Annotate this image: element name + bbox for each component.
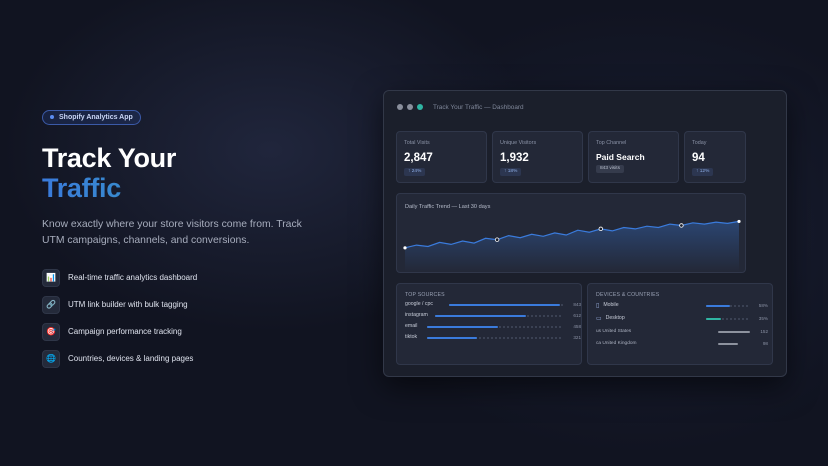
desktop-icon: ▭ <box>596 315 602 322</box>
trend-point[interactable] <box>679 223 684 228</box>
country-label: us United States <box>596 328 632 334</box>
trend-endpoint <box>737 219 741 224</box>
feature-label: Campaign performance tracking <box>68 327 182 336</box>
source-bar-fill <box>427 325 499 328</box>
hero-title-line2: Traffic <box>42 173 372 203</box>
device-bar-fill <box>706 317 721 320</box>
stat-value: 94 <box>692 152 705 164</box>
source-value: 612 <box>573 313 581 318</box>
feature-label: Real-time traffic analytics dashboard <box>68 273 198 282</box>
source-label: google / cpc <box>405 301 433 307</box>
window-title: Track Your Traffic — Dashboard <box>433 103 524 111</box>
country-bar-fill <box>718 330 750 333</box>
device-label: Mobile <box>603 302 619 308</box>
source-label: email <box>405 323 418 329</box>
stat-card-top-channel[interactable]: Top Channel Paid Search 843 visits <box>588 131 679 183</box>
window-close-dot[interactable] <box>397 104 403 110</box>
stat-change-badge: ↑ 18% <box>500 168 522 176</box>
section-title: DEVICES & COUNTRIES <box>596 292 660 298</box>
feature-item: 📊 Real-time traffic analytics dashboard <box>42 268 372 287</box>
device-value: 35% <box>758 316 768 321</box>
stat-change-badge: ↑ 24% <box>404 168 426 176</box>
hero-title-line1: Track Your <box>42 142 177 173</box>
feature-item: 🎯 Campaign performance tracking <box>42 322 372 341</box>
mobile-icon: ▯ <box>596 302 600 309</box>
feature-label: Countries, devices & landing pages <box>68 354 194 363</box>
target-icon: 🎯 <box>42 322 60 341</box>
chart-title: Daily Traffic Trend — Last 30 days <box>405 204 491 210</box>
stat-label: Top Channel <box>596 140 627 146</box>
window-titlebar: Track Your Traffic — Dashboard <box>384 91 786 123</box>
dashboard-window: Track Your Traffic — Dashboard Total Vis… <box>383 90 787 377</box>
source-label: instagram <box>405 312 428 318</box>
device-bar-fill <box>706 304 731 307</box>
window-maximize-dot[interactable] <box>417 104 423 110</box>
traffic-trend-card: Daily Traffic Trend — Last 30 days <box>396 193 746 273</box>
source-bar-fill <box>449 303 560 306</box>
stat-value: 2,847 <box>404 152 433 164</box>
bar-chart-icon: 📊 <box>42 268 60 287</box>
badge-dot-icon <box>50 115 54 119</box>
hero-subtitle: Know exactly where your store visitors c… <box>42 218 302 246</box>
source-row[interactable]: google / cpc <box>405 300 433 308</box>
source-row[interactable]: tiktok <box>405 333 417 341</box>
stat-card-today[interactable]: Today 94 ↑ 12% <box>684 131 746 183</box>
country-row[interactable]: us United States <box>596 327 631 335</box>
source-bar-fill <box>435 314 526 317</box>
feature-item: 🌐 Countries, devices & landing pages <box>42 349 372 368</box>
source-row[interactable]: email <box>405 322 417 330</box>
stat-value: 1,932 <box>500 152 529 164</box>
stat-card-total-visits[interactable]: Total Visits 2,847 ↑ 24% <box>396 131 487 183</box>
stat-label: Total Visits <box>404 140 430 146</box>
country-label: ca United Kingdom <box>596 340 637 346</box>
source-value: 458 <box>573 324 581 329</box>
traffic-trend-chart[interactable] <box>397 194 747 274</box>
trend-area <box>405 221 739 272</box>
link-icon: 🔗 <box>42 295 60 314</box>
source-label: tiktok <box>405 334 418 340</box>
country-value: 152 <box>760 329 768 334</box>
window-minimize-dot[interactable] <box>407 104 413 110</box>
device-row[interactable]: ▭ Desktop <box>596 314 625 322</box>
devices-countries-card: DEVICES & COUNTRIES ▯ Mobile 58% ▭ Desktop 35… <box>587 283 773 365</box>
trend-endpoint <box>403 246 407 250</box>
trend-point[interactable] <box>494 237 500 242</box>
section-title: TOP SOURCES <box>405 292 445 298</box>
source-value: 321 <box>573 335 581 340</box>
stat-label: Unique Visitors <box>500 140 537 146</box>
device-value: 58% <box>758 303 768 308</box>
stat-value: Paid Search <box>596 152 645 162</box>
trend-point[interactable] <box>598 226 603 232</box>
country-row[interactable]: ca United Kingdom <box>596 339 637 347</box>
stat-label: Today <box>692 140 707 146</box>
hero-section: Shopify Analytics App Track Your Traffic… <box>42 106 372 377</box>
country-bar-fill <box>718 342 739 345</box>
top-sources-card: TOP SOURCES google / cpc 843 instagram 612 e… <box>396 283 582 365</box>
device-label: Desktop <box>605 315 625 321</box>
country-value: 98 <box>762 341 768 346</box>
stat-card-unique-visitors[interactable]: Unique Visitors 1,932 ↑ 18% <box>492 131 583 183</box>
device-row[interactable]: ▯ Mobile <box>596 301 619 309</box>
feature-list: 📊 Real-time traffic analytics dashboard … <box>42 268 372 368</box>
source-bar-track <box>427 337 563 339</box>
device-bar-track <box>706 318 748 320</box>
source-value: 843 <box>573 302 581 307</box>
stat-change-badge: ↑ 12% <box>692 168 714 176</box>
globe-icon: 🌐 <box>42 349 60 368</box>
source-bar-fill <box>427 336 478 339</box>
badge-label: Shopify Analytics App <box>59 113 133 121</box>
app-badge: Shopify Analytics App <box>42 109 141 125</box>
feature-item: 🔗 UTM link builder with bulk tagging <box>42 295 372 314</box>
source-row[interactable]: instagram <box>405 311 428 319</box>
stat-visits-badge: 843 visits <box>596 165 624 173</box>
feature-label: UTM link builder with bulk tagging <box>68 300 188 309</box>
